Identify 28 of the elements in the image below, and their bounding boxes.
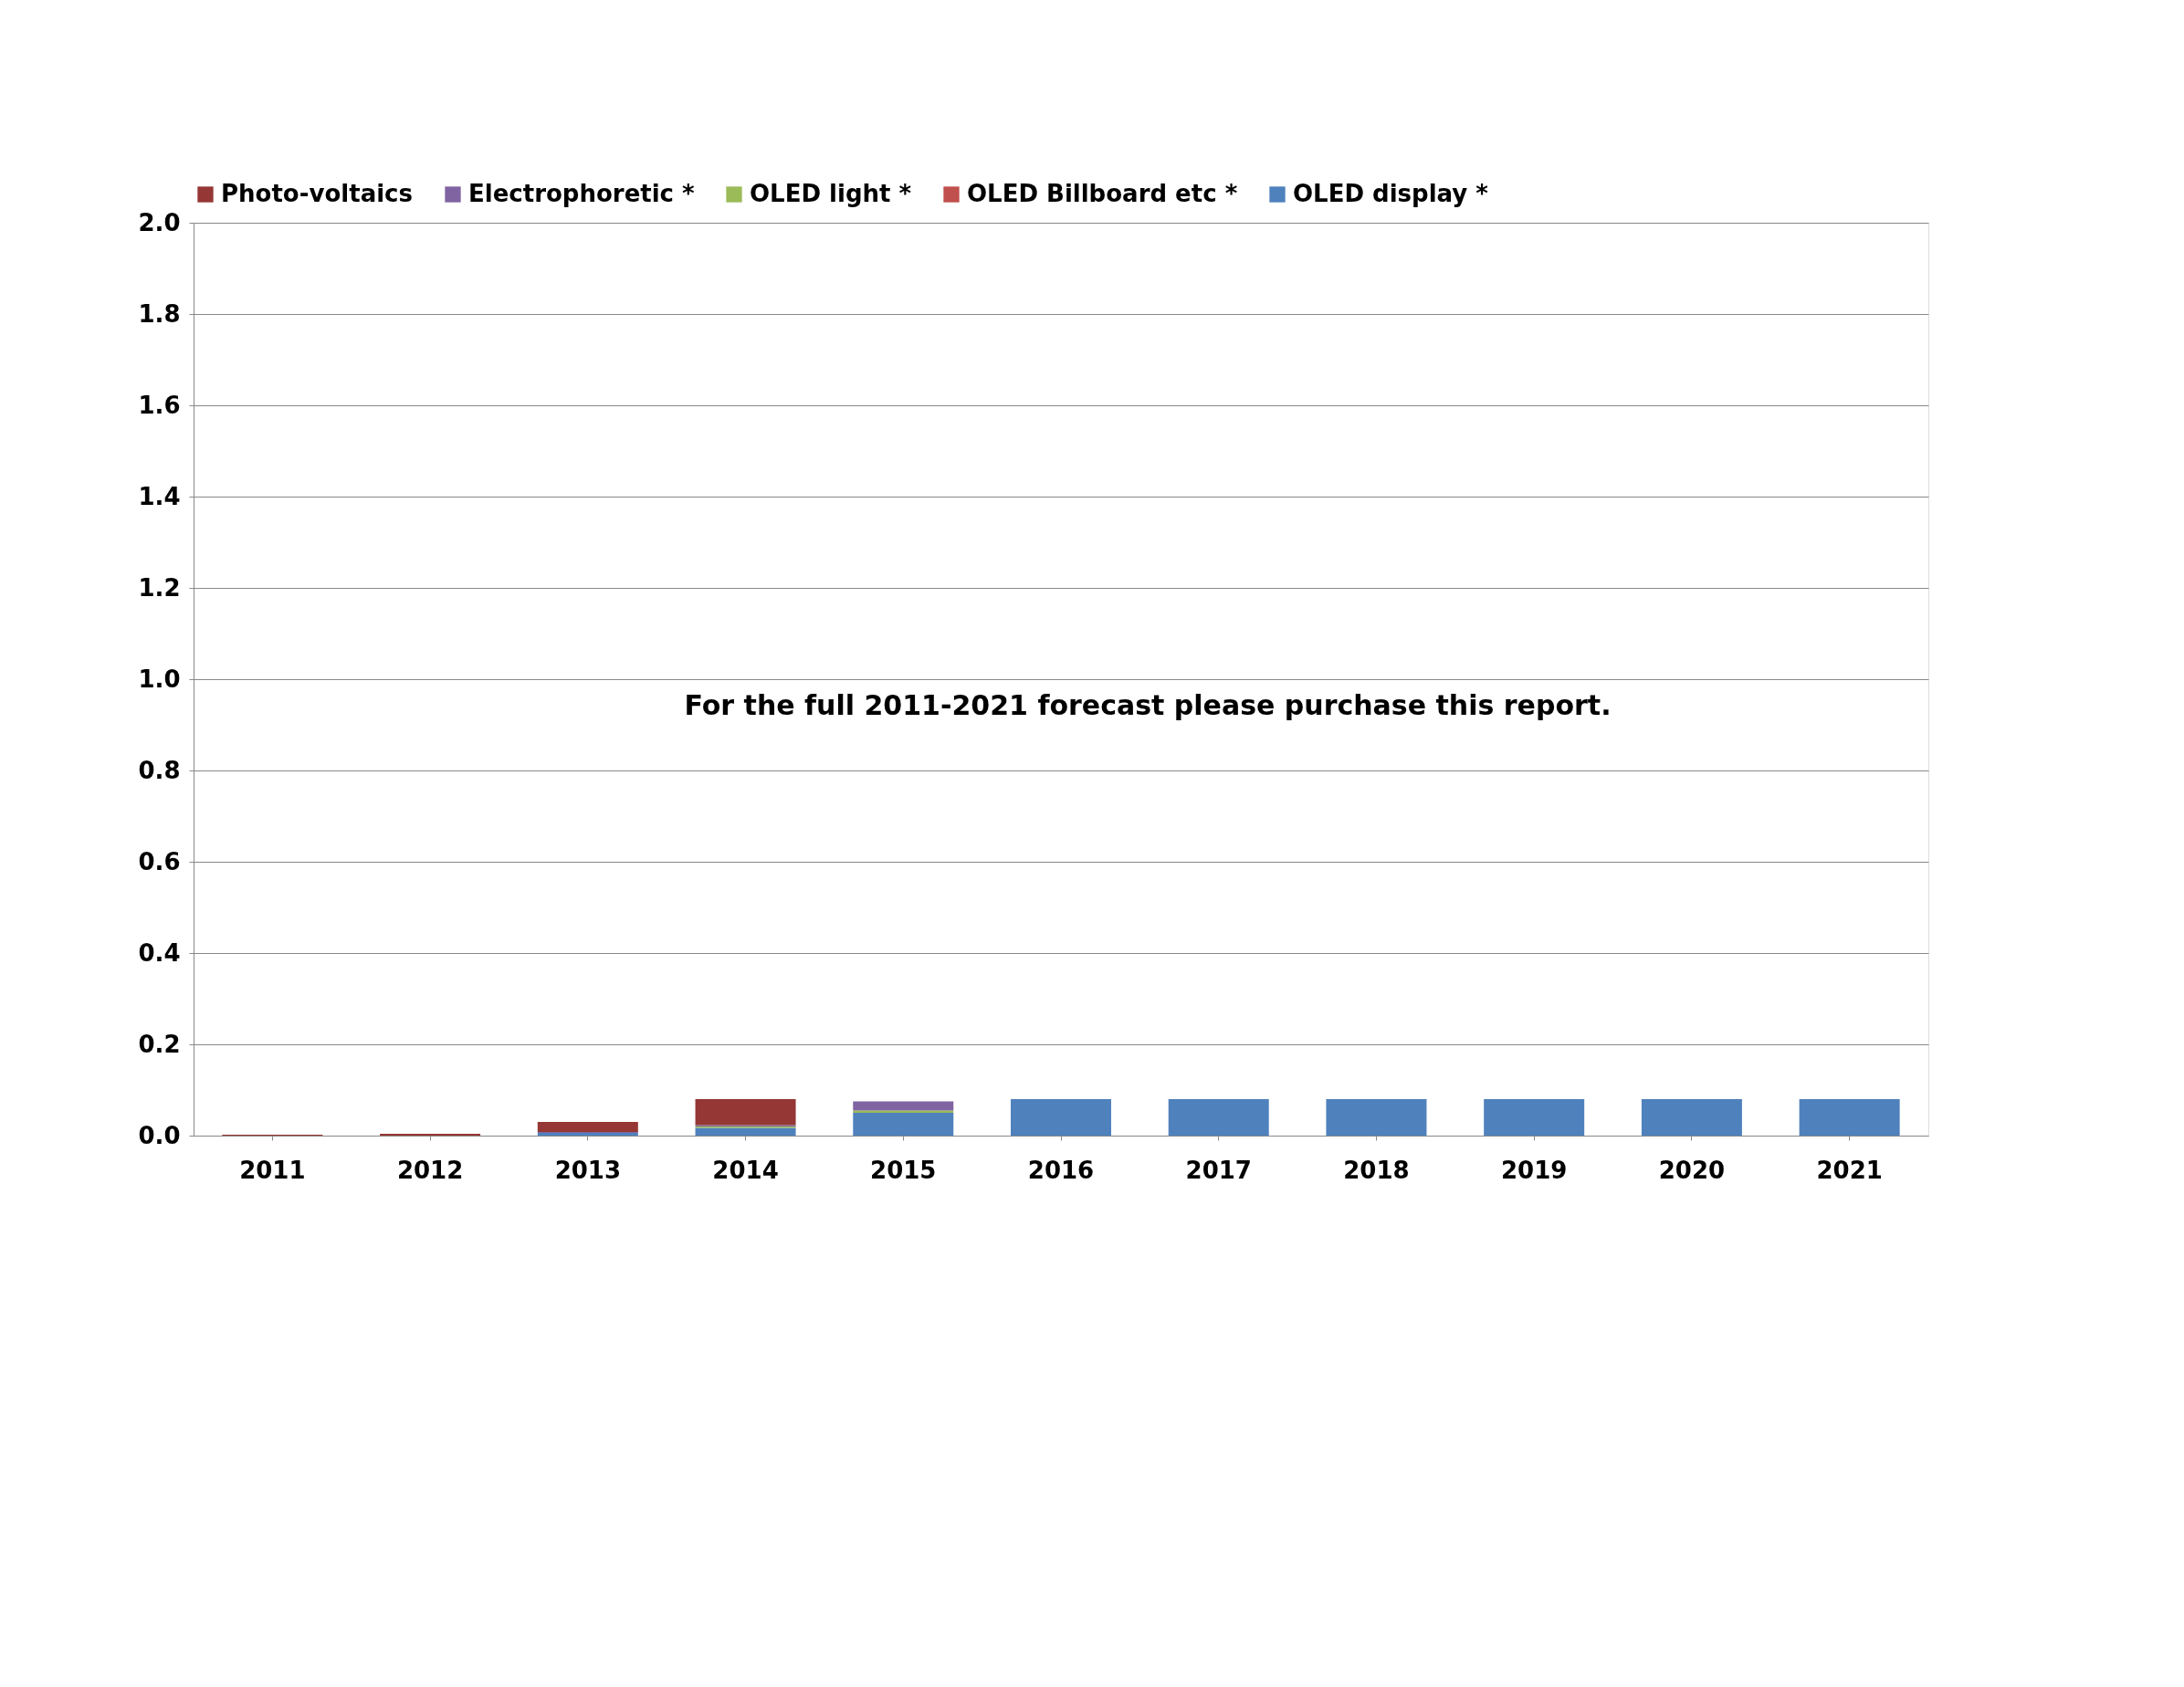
y-tick-label: 1.0 [138, 665, 181, 693]
y-tick-label: 1.2 [138, 573, 181, 602]
x-tick-label: 2018 [1343, 1156, 1410, 1184]
x-tick-label: 2011 [239, 1156, 306, 1184]
annotation: For the full 2011-2021 forecast please purchase this report. [684, 689, 1612, 721]
x-tick-label: 2020 [1658, 1156, 1726, 1184]
y-tick-label: 2.0 [138, 208, 181, 236]
y-tick-label: 1.4 [138, 482, 181, 510]
x-tick-label: 2016 [1027, 1156, 1095, 1184]
x-tick-label: 2012 [396, 1156, 464, 1184]
y-tick-label: 0.4 [138, 938, 181, 967]
y-tick-label: 0.6 [138, 847, 181, 875]
x-tick-label: 2021 [1816, 1156, 1883, 1184]
y-tick-label: 1.8 [138, 299, 181, 328]
y-tick-label: 0.2 [138, 1030, 181, 1058]
x-tick-label: 2014 [712, 1156, 779, 1184]
legend-label: Electrophoretic * [468, 180, 696, 207]
legend-label: OLED display * [1293, 180, 1489, 207]
x-tick-label: 2015 [870, 1156, 937, 1184]
y-tick-label: 0.0 [138, 1121, 181, 1149]
y-tick-label: 0.8 [138, 756, 181, 784]
legend-label: OLED light * [750, 180, 912, 207]
y-tick-label: 1.6 [138, 391, 181, 419]
x-tick-label: 2013 [554, 1156, 622, 1184]
x-tick-label: 2017 [1185, 1156, 1252, 1184]
x-tick-label: 2019 [1500, 1156, 1568, 1184]
legend-label: Photo-voltaics [221, 180, 414, 207]
legend-label: OLED Billboard etc * [967, 180, 1238, 207]
